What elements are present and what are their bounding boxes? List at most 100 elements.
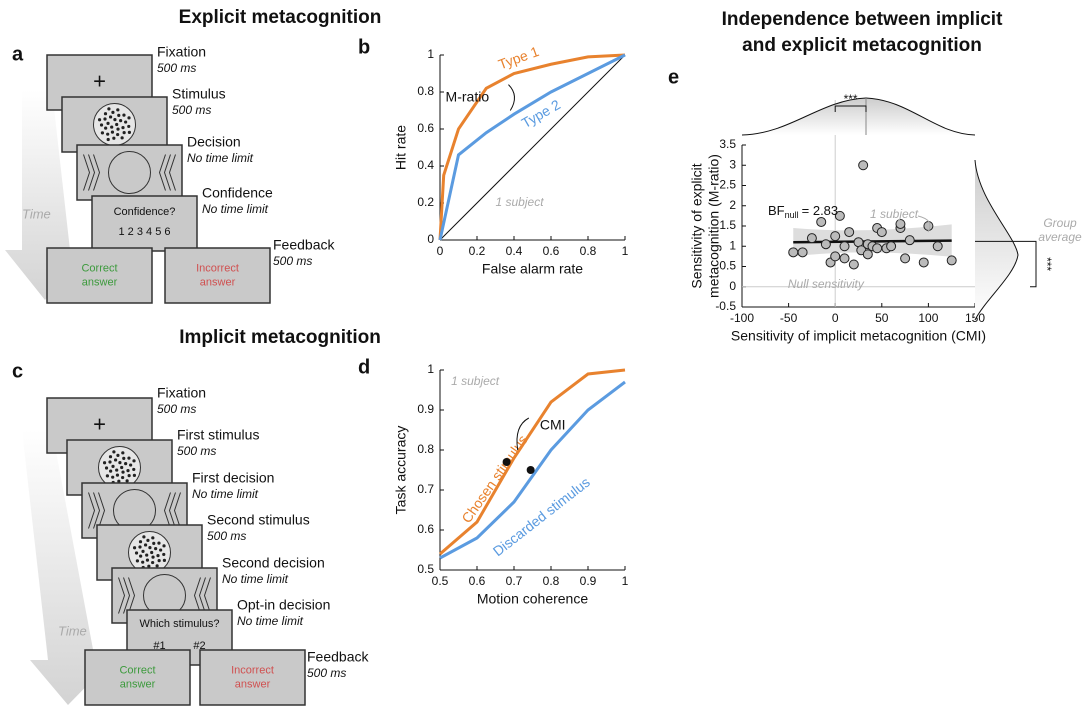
screen-text: answer	[200, 276, 236, 288]
step-duration: No time limit	[202, 202, 269, 216]
step-duration: No time limit	[187, 151, 254, 165]
screen-text: #2	[193, 640, 205, 652]
point	[900, 253, 911, 264]
x-tick-label: 0	[437, 244, 444, 258]
chevron	[88, 492, 96, 529]
dot	[109, 469, 113, 473]
density-right	[975, 160, 1018, 320]
point	[848, 259, 859, 270]
chevron	[193, 577, 201, 614]
step-name: First decision	[192, 470, 274, 486]
y-axis-label: Task accuracy	[393, 426, 409, 515]
dot	[147, 564, 151, 568]
dot	[132, 546, 137, 550]
chance-diagonal	[439, 54, 626, 241]
heading: Implicit metacognition	[179, 327, 381, 348]
dot	[143, 543, 148, 547]
point	[830, 251, 841, 262]
density-top	[742, 98, 975, 135]
dot	[127, 124, 131, 129]
series-label: Type 2	[519, 96, 564, 131]
dot	[103, 117, 107, 121]
screen-text: Confidence?	[114, 206, 176, 218]
screen-text: +	[93, 411, 106, 436]
chevron	[123, 577, 131, 614]
step-duration: 500 ms	[172, 103, 211, 117]
panel-letter: a	[12, 43, 24, 65]
dot	[102, 461, 107, 465]
screen-text: +	[93, 68, 106, 93]
dot	[103, 112, 108, 116]
dot	[111, 475, 115, 479]
heading: and explicit metacognition	[742, 35, 982, 56]
x-tick-label: 0.7	[506, 574, 523, 588]
dot	[115, 122, 119, 127]
dot	[106, 121, 110, 125]
x-tick-label: 0.8	[580, 244, 597, 258]
heading: Explicit metacognition	[179, 7, 382, 28]
y-tick-label: -0.5	[715, 299, 736, 313]
y-tick-label: 3	[729, 157, 736, 171]
dot	[104, 466, 109, 470]
step-name: Fixation	[157, 385, 206, 401]
screen	[46, 247, 153, 304]
step-name: First stimulus	[177, 427, 259, 443]
dot	[124, 461, 128, 466]
dot	[100, 131, 105, 135]
annotation-arrow	[917, 215, 931, 233]
annotation: Null sensitivity	[788, 277, 865, 291]
chevron	[168, 492, 176, 529]
chevron	[93, 154, 101, 191]
point	[862, 249, 873, 260]
y-axis-label: metacognition (M-ratio)	[706, 154, 722, 298]
dot	[113, 118, 117, 122]
dot	[141, 560, 145, 564]
chevron	[173, 492, 181, 529]
x-tick-label: 0.6	[543, 244, 560, 258]
y-tick-label: 1	[427, 47, 434, 61]
dot	[117, 479, 121, 483]
y-tick-label: 0.2	[417, 195, 434, 209]
series-line	[438, 53, 626, 241]
dot	[121, 126, 125, 130]
point	[844, 227, 855, 238]
x-tick-label: 1	[622, 574, 629, 588]
dot	[152, 541, 156, 545]
time-label: Time	[22, 206, 51, 221]
y-tick-label: 0.8	[417, 84, 434, 98]
dot	[105, 474, 110, 478]
panel-letter: b	[358, 36, 370, 58]
dot	[132, 459, 136, 463]
marker	[526, 466, 535, 474]
x-axis-label: Motion coherence	[477, 591, 589, 607]
screen-text: answer	[120, 678, 156, 690]
dot	[106, 132, 110, 136]
screen-text: Which stimulus?	[139, 618, 219, 630]
x-tick-label: -50	[780, 311, 798, 325]
dot	[112, 136, 116, 140]
annotation: 1 subject	[451, 374, 500, 388]
y-tick-label: 0.5	[719, 259, 736, 273]
dot	[126, 469, 130, 473]
dot	[119, 118, 123, 123]
density-right	[974, 159, 1019, 321]
dot	[106, 137, 110, 142]
point	[895, 218, 906, 229]
dot	[157, 541, 161, 545]
x-tick-label: 0.5	[432, 574, 449, 588]
x-tick-label: 0.8	[543, 574, 560, 588]
chevron	[128, 577, 136, 614]
aperture	[108, 151, 151, 194]
heading: Independence between implicit	[722, 9, 1004, 30]
step-name: Fixation	[157, 44, 206, 60]
time-label: Time	[58, 623, 87, 638]
series-label: Chosen stimulus	[458, 432, 530, 526]
y-tick-label: 0.9	[417, 402, 434, 416]
series-line	[438, 53, 626, 241]
chevron	[118, 577, 126, 614]
dot	[116, 108, 120, 112]
dot	[108, 455, 113, 459]
dot	[148, 546, 152, 550]
dot	[116, 453, 120, 457]
dot	[155, 564, 159, 568]
